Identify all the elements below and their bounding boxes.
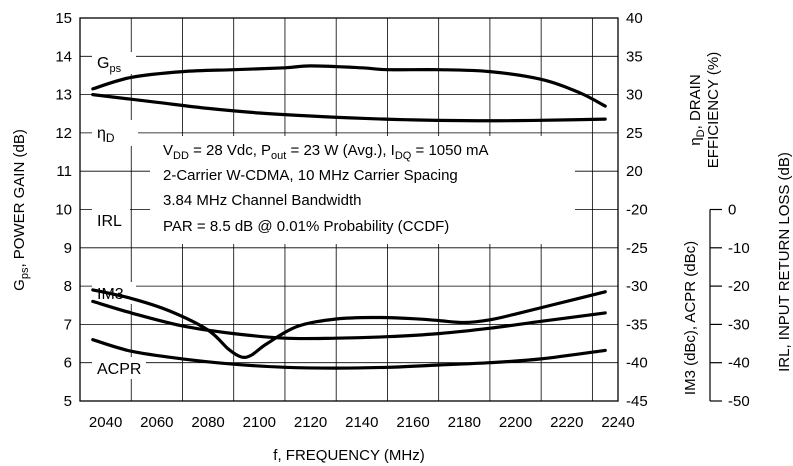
x-tick-label: 2040 [89, 414, 122, 431]
right-tick-label: 40 [626, 10, 643, 27]
right-axis-title-efficiency-1: ηD, DRAIN [687, 74, 707, 145]
right-tick-label: 35 [626, 48, 643, 65]
right-axis-title-irl: IRL, INPUT RETURN LOSS (dB) [776, 152, 793, 372]
eta-sub: D [695, 129, 707, 137]
annotation-line-1: VDD = 28 Vdc, Pout = 23 W (Avg.), IDQ = … [163, 142, 489, 162]
annotation-line-4: PAR = 8.5 dB @ 0.01% Probability (CCDF) [163, 218, 449, 235]
irl-tick-label: -30 [728, 316, 750, 333]
curve-label-irl: IRL [97, 213, 122, 230]
left-tick-label: 12 [55, 125, 72, 142]
left-axis-title-rest: , POWER GAIN (dB) [11, 129, 28, 267]
right-axis-title-efficiency-2: EFFICIENCY (%) [705, 52, 722, 168]
x-tick-label: 2140 [345, 414, 378, 431]
left-tick-label: 8 [64, 278, 72, 295]
left-tick-label: 6 [64, 355, 72, 372]
x-tick-label: 2200 [499, 414, 532, 431]
irl-tick-label: 0 [728, 202, 736, 219]
left-tick-label: 15 [55, 10, 72, 27]
x-tick-label: 2180 [448, 414, 481, 431]
annotation-line-2: 2-Carrier W-CDMA, 10 MHz Carrier Spacing [163, 167, 458, 184]
ann-idq: = 23 W (Avg.), I [286, 142, 395, 159]
series-gps-line [91, 64, 607, 108]
right-tick-label: -40 [626, 355, 648, 372]
ann-vdd: V [163, 142, 173, 159]
gps-label-sub: ps [109, 63, 121, 75]
x-tick-label: 2240 [601, 414, 634, 431]
irl-tick-label: -10 [728, 240, 750, 257]
left-tick-label: 13 [55, 87, 72, 104]
left-axis-title-main: G [11, 279, 28, 291]
annotation-box [150, 136, 575, 244]
x-tick-label: 2100 [243, 414, 276, 431]
right-tick-label: -25 [626, 240, 648, 257]
right-tick-label: 30 [626, 87, 643, 104]
curve-label-im3: IM3 [97, 286, 124, 303]
x-tick-label: 2080 [191, 414, 224, 431]
series-acpr-line [91, 338, 607, 370]
right-tick-label: -45 [626, 393, 648, 410]
left-tick-label: 10 [55, 202, 72, 219]
x-tick-label: 2120 [294, 414, 327, 431]
left-axis-title-sub: ps [19, 267, 31, 279]
right-tick-label: 25 [626, 125, 643, 142]
ann-pout-sub: out [271, 150, 286, 162]
gps-label-main: G [97, 55, 109, 72]
curve-label-gps: Gps [97, 55, 122, 75]
irl-tick-label: -50 [728, 393, 750, 410]
right-tick-label: -35 [626, 316, 648, 333]
eta-label-box [92, 120, 138, 146]
plot-frame [79, 17, 619, 402]
eta-label-main: η [97, 125, 106, 142]
curve-label-eta: ηD [97, 125, 115, 145]
eta-rest: , DRAIN [687, 74, 704, 129]
series-d-line [91, 93, 607, 123]
left-tick-label: 7 [64, 316, 72, 333]
x-tick-label: 2220 [550, 414, 583, 431]
series-im3-line [91, 299, 607, 341]
acpr-label-box [92, 357, 146, 379]
eta-symbol: η [687, 137, 704, 145]
gps-label-box [92, 52, 136, 74]
irl-tick-label: -20 [728, 278, 750, 295]
curve-label-acpr: ACPR [97, 361, 141, 378]
irl-label-box [92, 209, 130, 231]
left-tick-label: 5 [64, 393, 72, 410]
irl-tick-label: -40 [728, 355, 750, 372]
x-tick-label: 2060 [140, 414, 173, 431]
ann-vdd-sub: DD [173, 150, 189, 162]
ann-idq-val: = 1050 mA [411, 142, 488, 159]
ann-pout: = 28 Vdc, P [189, 142, 271, 159]
left-tick-label: 14 [55, 48, 72, 65]
x-tick-label: 2160 [396, 414, 429, 431]
left-tick-label: 9 [64, 240, 72, 257]
irl-axis: 0 -10 -20 -30 -40 -50 [709, 202, 750, 410]
left-tick-label: 11 [56, 163, 72, 180]
eta-label-sub: D [106, 131, 115, 145]
left-axis-title: Gps, POWER GAIN (dB) [11, 129, 31, 291]
right-tick-label: 20 [626, 163, 643, 180]
right-tick-label: -30 [626, 278, 648, 295]
right-axis-title-dbc: IM3 (dBc), ACPR (dBc) [682, 241, 699, 395]
x-axis-title: f, FREQUENCY (MHz) [273, 447, 424, 464]
ann-idq-sub: DQ [395, 150, 412, 162]
right-tick-label: -20 [626, 202, 648, 219]
annotation-line-3: 3.84 MHz Channel Bandwidth [163, 192, 361, 209]
